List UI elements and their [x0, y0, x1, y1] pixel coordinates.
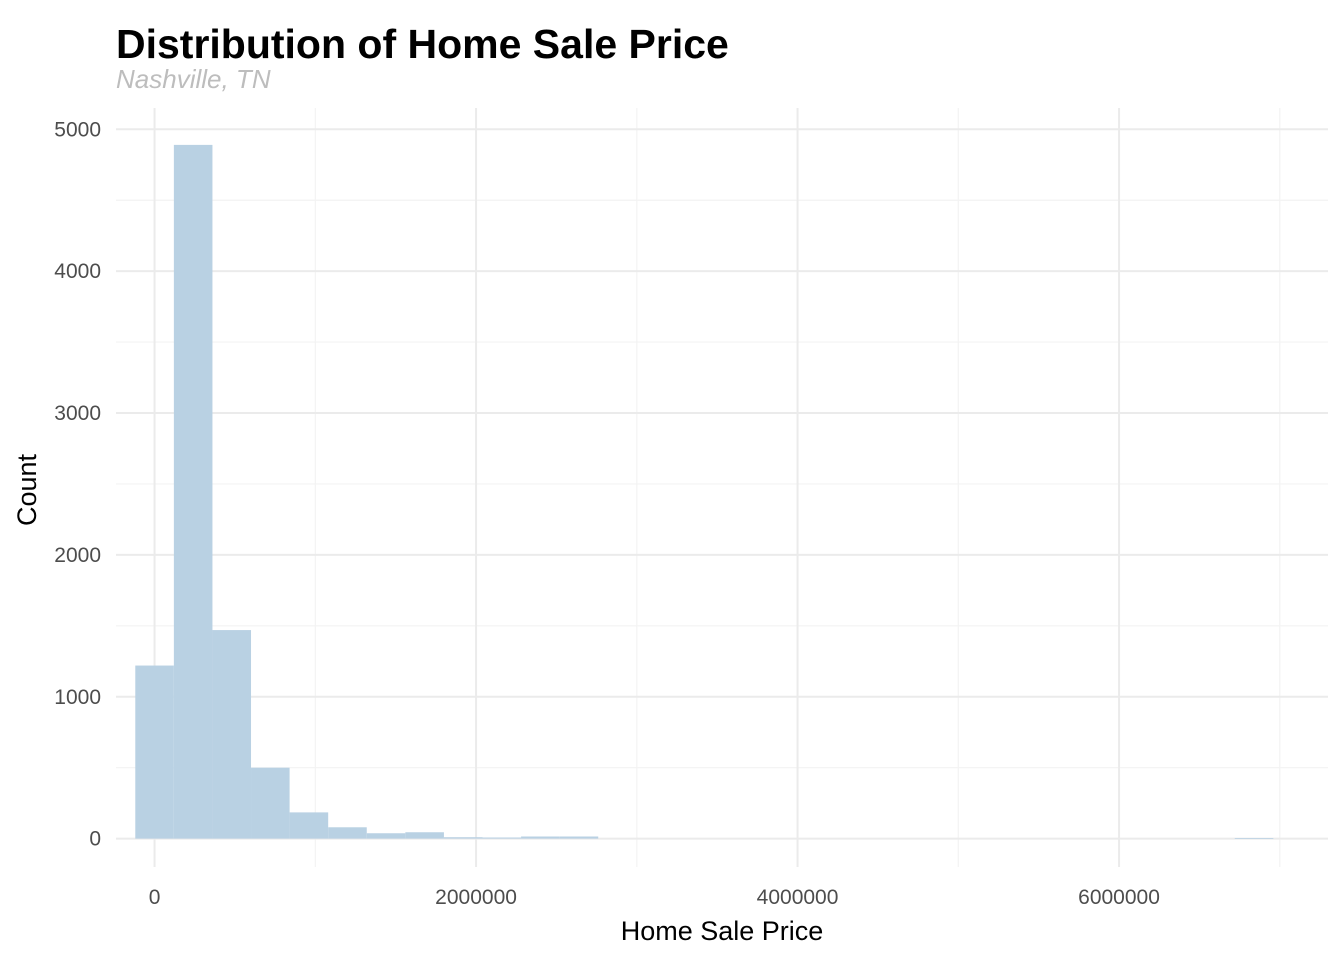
y-tick-label: 3000: [54, 402, 101, 425]
y-tick-label: 0: [89, 828, 101, 851]
x-tick-label: 6000000: [1078, 886, 1160, 909]
histogram-bar: [1234, 838, 1274, 839]
histogram-bar: [405, 832, 444, 839]
y-tick-label: 2000: [54, 544, 101, 567]
x-axis-ticks: 0 2000000 4000000 6000000: [149, 886, 1160, 909]
histogram-bar: [135, 665, 174, 839]
y-tick-label: 5000: [54, 118, 101, 141]
histogram-bar: [366, 833, 406, 839]
x-axis-title: Home Sale Price: [621, 916, 824, 946]
grid-lines: [116, 108, 1328, 867]
histogram-bar: [251, 767, 290, 839]
histogram-bar: [443, 837, 483, 839]
x-tick-label: 2000000: [435, 886, 517, 909]
histogram-bar: [521, 836, 560, 839]
y-tick-label: 4000: [54, 260, 101, 283]
x-tick-label: 4000000: [757, 886, 839, 909]
chart-subtitle: Nashville, TN: [116, 64, 271, 94]
histogram-bar: [328, 827, 367, 839]
chart-title: Distribution of Home Sale Price: [116, 21, 729, 67]
histogram-bar: [482, 837, 522, 839]
y-tick-label: 1000: [54, 686, 101, 709]
histogram-bar: [559, 836, 599, 839]
y-axis-ticks: 0 1000 2000 3000 4000 5000: [54, 118, 101, 850]
histogram-bar: [212, 630, 252, 839]
y-axis-title: Count: [12, 453, 42, 526]
histogram-bar: [173, 144, 213, 839]
x-tick-label: 0: [149, 886, 161, 909]
histogram-bar: [289, 812, 329, 839]
histogram-bars: [135, 144, 1274, 839]
